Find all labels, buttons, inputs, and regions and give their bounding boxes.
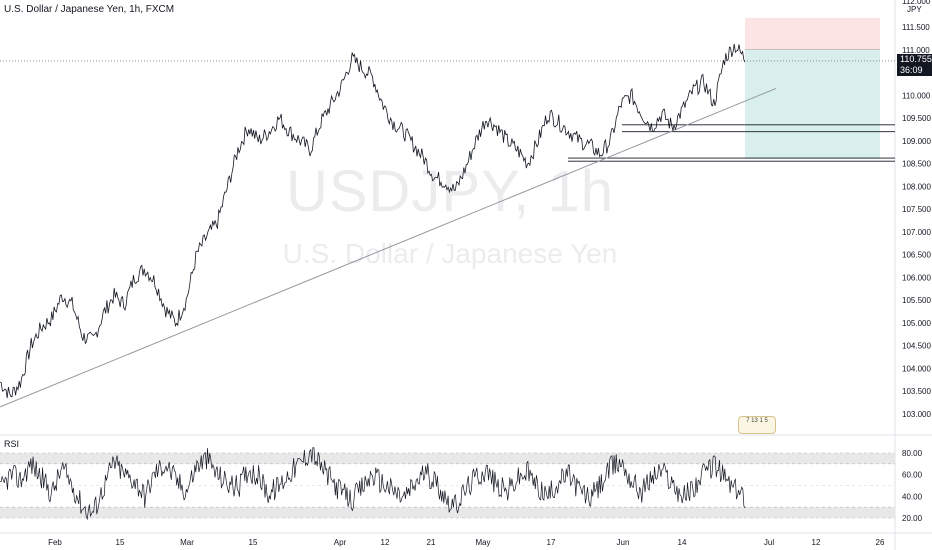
current-price-tag: 110.755 36:09 xyxy=(897,54,932,76)
time-axis-tick-label: Feb xyxy=(48,538,62,547)
stop-loss-zone xyxy=(745,17,880,50)
events-badge[interactable]: 7 13 1 5 xyxy=(738,416,776,434)
price-axis-tick-label: 107.500 xyxy=(902,205,931,214)
time-axis-tick-label: 14 xyxy=(678,538,687,547)
rsi-axis-tick-label: 40.00 xyxy=(902,492,923,501)
price-axis-tick-label: 108.500 xyxy=(902,160,931,169)
rsi-axis-tick-label: 80.00 xyxy=(902,449,923,458)
trendline xyxy=(0,87,777,408)
currency-label: JPY xyxy=(907,5,922,14)
price-series-line xyxy=(0,43,746,399)
time-axis-tick-label: Jun xyxy=(617,538,630,547)
current-price-value: 110.755 xyxy=(900,54,932,64)
price-axis-top-label: 112.000 xyxy=(902,0,931,6)
price-axis-tick-label: 104.500 xyxy=(902,342,931,351)
time-axis-tick-label: Mar xyxy=(180,538,194,547)
time-axis-tick-label: 21 xyxy=(427,538,436,547)
time-axis-tick-label: 15 xyxy=(116,538,125,547)
time-axis-tick-label: 17 xyxy=(547,538,556,547)
rsi-series-line xyxy=(0,447,746,521)
time-axis-tick-label: Apr xyxy=(334,538,347,547)
take-profit-zone xyxy=(745,49,880,159)
price-axis-tick-label: 110.000 xyxy=(902,91,931,100)
time-axis-tick-label: 12 xyxy=(381,538,390,547)
time-axis-tick-label: May xyxy=(475,538,490,547)
rsi-band xyxy=(0,453,895,464)
price-axis-tick-label: 104.000 xyxy=(902,364,931,373)
price-axis-tick-label: 109.000 xyxy=(902,137,931,146)
bar-countdown: 36:09 xyxy=(900,65,923,75)
price-axis-tick-label: 109.500 xyxy=(902,114,931,123)
price-axis-tick-label: 111.500 xyxy=(902,23,930,32)
rsi-band xyxy=(0,507,895,518)
price-axis-tick-label: 108.000 xyxy=(902,182,931,191)
price-axis-tick-label: 107.000 xyxy=(902,228,931,237)
rsi-pane-label[interactable]: RSI xyxy=(4,439,20,449)
rsi-axis-tick-label: 20.00 xyxy=(902,514,923,523)
chart-title: U.S. Dollar / Japanese Yen, 1h, FXCM xyxy=(4,4,175,15)
time-axis-tick-label: 12 xyxy=(812,538,821,547)
price-axis-tick-label: 106.500 xyxy=(902,251,931,260)
time-axis-tick-label: Jul xyxy=(764,538,774,547)
time-axis-tick-label: 15 xyxy=(249,538,258,547)
price-axis-tick-label: 103.500 xyxy=(902,387,931,396)
rsi-axis-tick-label: 60.00 xyxy=(902,471,923,480)
price-axis-tick-label: 103.000 xyxy=(902,410,931,419)
price-axis-tick-label: 106.000 xyxy=(902,273,931,282)
price-axis-tick-label: 105.000 xyxy=(902,319,931,328)
price-axis-tick-label: 105.500 xyxy=(902,296,931,305)
price-axis-tick-label: 111.000 xyxy=(902,46,930,55)
time-axis-tick-label: 26 xyxy=(876,538,885,547)
